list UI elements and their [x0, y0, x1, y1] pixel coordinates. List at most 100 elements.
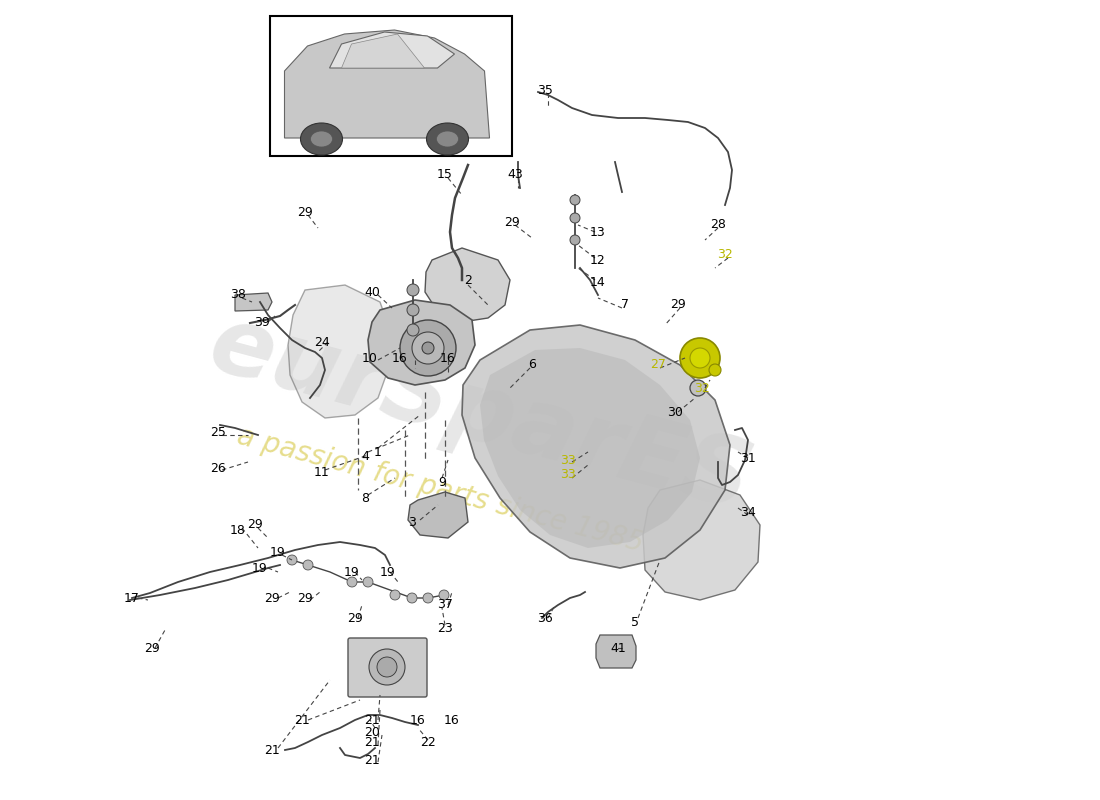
Circle shape — [302, 560, 313, 570]
Text: 29: 29 — [504, 215, 520, 229]
Text: 2: 2 — [464, 274, 472, 286]
Circle shape — [363, 577, 373, 587]
Text: 24: 24 — [315, 335, 330, 349]
Text: 29: 29 — [670, 298, 686, 311]
Ellipse shape — [310, 131, 332, 147]
Text: 33: 33 — [560, 454, 576, 466]
Polygon shape — [341, 34, 425, 68]
Circle shape — [346, 577, 358, 587]
Ellipse shape — [300, 123, 342, 155]
Text: 33: 33 — [560, 469, 576, 482]
FancyBboxPatch shape — [348, 638, 427, 697]
Polygon shape — [235, 293, 272, 311]
Text: 30: 30 — [667, 406, 683, 418]
Circle shape — [390, 590, 400, 600]
Circle shape — [710, 364, 720, 376]
Text: 22: 22 — [420, 735, 436, 749]
Circle shape — [570, 235, 580, 245]
Text: 15: 15 — [437, 169, 453, 182]
Text: 14: 14 — [590, 275, 606, 289]
Text: 19: 19 — [381, 566, 396, 578]
Circle shape — [570, 213, 580, 223]
Text: 11: 11 — [315, 466, 330, 478]
Text: 5: 5 — [631, 615, 639, 629]
Text: 9: 9 — [438, 475, 446, 489]
Text: 29: 29 — [297, 206, 312, 218]
Circle shape — [570, 195, 580, 205]
Text: 41: 41 — [610, 642, 626, 654]
Text: 16: 16 — [440, 351, 455, 365]
Text: 29: 29 — [264, 591, 279, 605]
Circle shape — [407, 284, 419, 296]
Text: 38: 38 — [230, 289, 246, 302]
Circle shape — [680, 338, 720, 378]
Text: 7: 7 — [621, 298, 629, 311]
Text: 1: 1 — [374, 446, 382, 458]
Ellipse shape — [427, 123, 469, 155]
Text: 21: 21 — [364, 714, 380, 726]
Circle shape — [407, 304, 419, 316]
Text: 23: 23 — [437, 622, 453, 634]
Text: 21: 21 — [264, 743, 279, 757]
Text: 10: 10 — [362, 351, 378, 365]
Text: eurSparES: eurSparES — [199, 298, 761, 531]
Polygon shape — [462, 325, 730, 568]
Text: 43: 43 — [507, 169, 522, 182]
Text: 19: 19 — [252, 562, 268, 574]
Text: 34: 34 — [740, 506, 756, 518]
Text: 35: 35 — [537, 83, 553, 97]
Circle shape — [690, 380, 706, 396]
Text: 29: 29 — [144, 642, 159, 654]
Ellipse shape — [437, 131, 459, 147]
Circle shape — [287, 555, 297, 565]
Circle shape — [377, 657, 397, 677]
Circle shape — [412, 332, 444, 364]
Polygon shape — [425, 248, 510, 322]
Text: 31: 31 — [740, 451, 756, 465]
Text: 28: 28 — [711, 218, 726, 231]
Bar — [270, 16, 512, 156]
Text: 37: 37 — [437, 598, 453, 611]
Text: 16: 16 — [392, 351, 408, 365]
Text: 32: 32 — [717, 249, 733, 262]
Text: 19: 19 — [271, 546, 286, 558]
Polygon shape — [408, 492, 468, 538]
Circle shape — [368, 649, 405, 685]
Text: 17: 17 — [124, 591, 140, 605]
Polygon shape — [368, 300, 475, 385]
Circle shape — [407, 324, 419, 336]
Text: 16: 16 — [444, 714, 460, 726]
Text: 29: 29 — [297, 591, 312, 605]
Circle shape — [439, 590, 449, 600]
Circle shape — [407, 593, 417, 603]
Circle shape — [400, 320, 456, 376]
Polygon shape — [480, 348, 700, 548]
Text: 4: 4 — [361, 450, 368, 462]
Text: 29: 29 — [348, 611, 363, 625]
Polygon shape — [596, 635, 636, 668]
Text: 3: 3 — [408, 517, 416, 530]
Circle shape — [690, 348, 710, 368]
Polygon shape — [288, 285, 390, 418]
Polygon shape — [330, 32, 454, 68]
Text: 25: 25 — [210, 426, 225, 439]
Text: 8: 8 — [361, 491, 368, 505]
Text: a passion for parts since 1985: a passion for parts since 1985 — [233, 422, 647, 558]
Text: 36: 36 — [537, 611, 553, 625]
Circle shape — [422, 342, 435, 354]
Polygon shape — [285, 30, 490, 138]
Text: 27: 27 — [650, 358, 666, 371]
Text: 21: 21 — [364, 735, 380, 749]
Text: 29: 29 — [248, 518, 263, 531]
Text: 21: 21 — [364, 754, 380, 766]
Circle shape — [424, 593, 433, 603]
Text: 20: 20 — [364, 726, 380, 738]
Text: 21: 21 — [294, 714, 310, 726]
Text: 40: 40 — [364, 286, 380, 298]
Text: 18: 18 — [230, 523, 246, 537]
Text: 16: 16 — [410, 714, 426, 726]
Text: 26: 26 — [210, 462, 225, 474]
Text: 39: 39 — [254, 315, 270, 329]
Text: 13: 13 — [590, 226, 606, 238]
Polygon shape — [644, 480, 760, 600]
